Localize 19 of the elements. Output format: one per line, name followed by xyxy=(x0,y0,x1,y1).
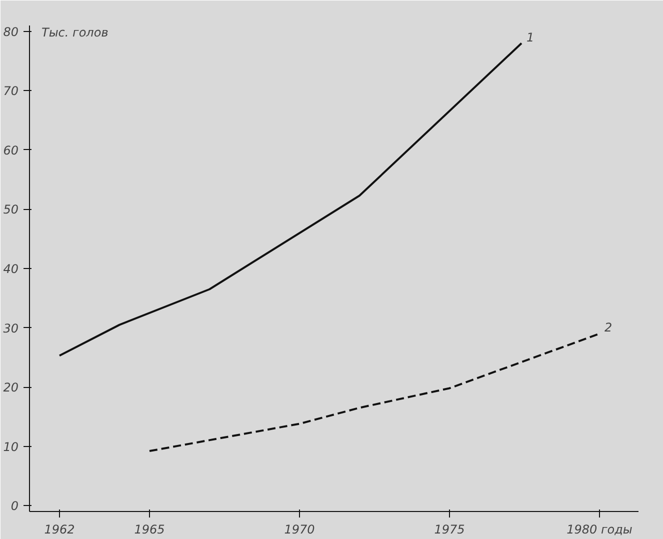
x-tick-label: 1975 xyxy=(434,522,465,536)
y-tick-label: 0 xyxy=(10,499,19,514)
y-axis-title: Тыс. голов xyxy=(42,26,108,40)
y-tick-label: 50 xyxy=(3,202,19,217)
x-tick-label: 1970 xyxy=(284,522,316,536)
y-tick-label: 70 xyxy=(3,84,19,98)
y-tick-label: 30 xyxy=(3,321,19,336)
y-tick-label: 40 xyxy=(3,262,19,276)
y-tick-label: 60 xyxy=(3,143,19,158)
y-tick-label: 20 xyxy=(3,380,19,395)
y-tick-label: 10 xyxy=(3,440,19,454)
line-series xyxy=(58,42,522,357)
x-tick-label: 1965 xyxy=(134,522,165,536)
line-series xyxy=(148,332,600,452)
y-tick-label: 80 xyxy=(3,24,19,39)
series-label: 2 xyxy=(604,320,612,335)
x-tick-label: 1980 годы xyxy=(566,522,632,536)
series-label: 1 xyxy=(526,30,534,44)
x-tick-label: 1962 xyxy=(44,522,75,536)
